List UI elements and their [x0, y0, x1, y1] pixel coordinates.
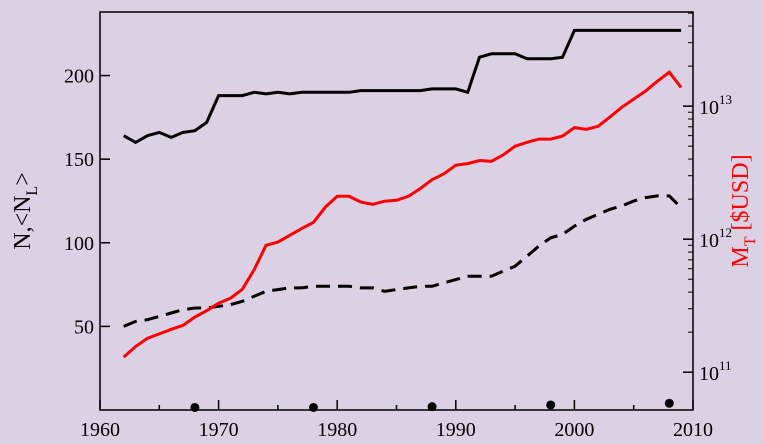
y2-tick-label: 1011	[699, 358, 732, 385]
point	[190, 402, 200, 412]
axis-label: MT [$USD]	[728, 154, 759, 267]
x-tick-label: 1960	[80, 419, 120, 441]
point	[427, 402, 437, 412]
point	[546, 400, 556, 410]
axis-label-suffix: >	[10, 172, 36, 186]
x-tick-label: 1980	[317, 419, 357, 441]
y-tick-label: 100	[64, 233, 94, 255]
axis-label-subscript: L	[24, 186, 41, 196]
x-tick-label: 1990	[436, 419, 476, 441]
y2-tick-exponent: 12	[719, 225, 732, 240]
series-line	[123, 194, 683, 328]
axis-label-text: M	[728, 246, 754, 267]
y2-tick-exponent: 13	[719, 92, 732, 107]
x-tick-label: 2000	[554, 419, 594, 441]
y2-tick-base: 10	[699, 230, 719, 252]
y2-tick-base: 10	[699, 363, 719, 385]
y2-tick-exponent: 11	[719, 358, 732, 373]
y2-tick-base: 10	[699, 97, 719, 119]
point	[308, 402, 318, 412]
axis-label-suffix: [$USD]	[728, 154, 754, 236]
y-tick-label: 50	[74, 316, 94, 338]
axis-label-text: N,<N	[10, 196, 36, 250]
y2-tick-label: 1012	[699, 225, 732, 252]
y-tick-label: 150	[64, 149, 94, 171]
x-tick-label: 2010	[673, 419, 713, 441]
series-line	[122, 70, 683, 359]
x-tick-label: 1970	[199, 419, 239, 441]
point	[664, 398, 674, 408]
y2-tick-label: 1013	[699, 92, 732, 119]
axis-label: N,<NL>	[10, 172, 41, 250]
series-line	[122, 28, 682, 145]
y-tick-label: 200	[64, 66, 94, 88]
axis-label-subscript: T	[742, 236, 759, 246]
